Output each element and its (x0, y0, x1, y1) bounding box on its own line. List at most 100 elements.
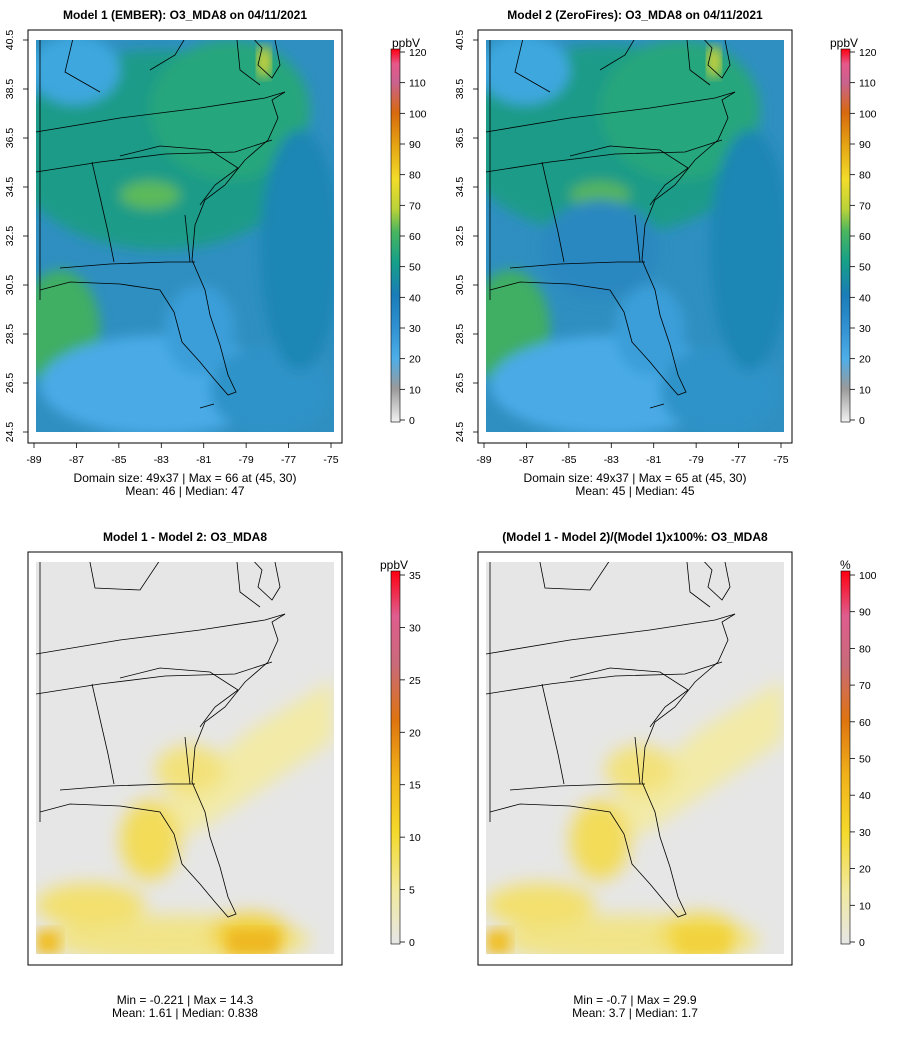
panel3-map-borders (36, 562, 286, 918)
colorbar-tick-label: 30 (409, 622, 421, 634)
panel1-x-axis: -89 -87 -85 -83 -81 -79 -77 -75 (26, 442, 339, 466)
x-tick-label: -85 (561, 454, 576, 466)
panel3-colorbar-ticks: 0 5 10 15 20 25 30 35 (400, 570, 421, 949)
panel1-colorbar (390, 48, 401, 423)
colorbar-tick-label: 40 (859, 292, 871, 304)
panel3-heatmap (36, 562, 334, 954)
panel2-title: Model 2 (ZeroFires): O3_MDA8 on 04/11/20… (507, 8, 763, 22)
y-tick-label: 40.5 (4, 30, 16, 51)
x-tick-label: -89 (476, 454, 491, 466)
panel4-range-text: Min = -0.7 | Max = 29.9 (573, 993, 697, 1007)
panel4-heatmap (486, 562, 784, 954)
colorbar-tick-label: 25 (409, 675, 421, 687)
y-tick-label: 40.5 (454, 30, 466, 51)
y-tick-label: 32.5 (4, 226, 16, 247)
panel4-stats-text: Mean: 3.7 | Median: 1.7 (572, 1006, 698, 1020)
colorbar-tick-label: 0 (859, 937, 865, 949)
colorbar-tick-label: 20 (409, 354, 421, 366)
panel-model2: Model 2 (ZeroFires): O3_MDA8 on 04/11/20… (454, 8, 877, 498)
colorbar-tick-label: 70 (859, 200, 871, 212)
colorbar-tick-label: 110 (409, 78, 426, 90)
colorbar-tick-label: 60 (409, 231, 421, 243)
panel2-map-borders (486, 40, 736, 409)
panel3-title: Model 1 - Model 2: O3_MDA8 (103, 530, 267, 544)
colorbar-tick-label: 110 (859, 78, 876, 90)
panel4-title: (Model 1 - Model 2)/(Model 1)x100%: O3_M… (502, 530, 768, 544)
y-tick-label: 26.5 (4, 373, 16, 394)
colorbar-tick-label: 5 (409, 885, 415, 897)
colorbar-tick-label: 90 (859, 139, 871, 151)
colorbar-tick-label: 30 (409, 323, 421, 335)
panel1-map-borders (36, 40, 286, 409)
panel1-title: Model 1 (EMBER): O3_MDA8 on 04/11/2021 (63, 8, 307, 22)
y-tick-label: 26.5 (454, 373, 466, 394)
colorbar-tick-label: 80 (859, 643, 871, 655)
colorbar-tick-label: 100 (409, 108, 427, 120)
x-tick-label: -85 (111, 454, 126, 466)
y-tick-label: 36.5 (4, 128, 16, 149)
x-tick-label: -77 (281, 454, 296, 466)
colorbar-tick-label: 35 (409, 570, 421, 582)
panel1-y-axis: 24.5 26.5 28.5 30.5 32.5 34.5 36.5 38.5 40.5 (4, 30, 29, 443)
colorbar-tick-label: 80 (409, 170, 421, 182)
panel1-colorbar-ticks: 0 10 20 30 40 50 60 70 80 90 100 110 120 (400, 47, 427, 427)
x-tick-label: -83 (604, 454, 619, 466)
y-tick-label: 30.5 (4, 275, 16, 296)
colorbar-tick-label: 20 (859, 864, 871, 876)
colorbar-tick-label: 40 (409, 292, 421, 304)
colorbar-tick-label: 0 (409, 937, 415, 949)
colorbar-tick-label: 90 (409, 139, 421, 151)
panel2-colorbar-unit: ppbV (830, 36, 858, 50)
y-tick-label: 28.5 (454, 324, 466, 345)
panel4-colorbar-ticks: 0 10 20 30 40 50 60 70 80 90 100 (850, 570, 877, 949)
x-tick-label: -87 (69, 454, 84, 466)
panel1-domain-text: Domain size: 49x37 | Max = 66 at (45, 30… (74, 471, 297, 485)
colorbar-tick-label: 100 (859, 108, 877, 120)
x-tick-label: -89 (26, 454, 41, 466)
colorbar-tick-label: 10 (409, 832, 421, 844)
y-tick-label: 38.5 (4, 79, 16, 100)
x-tick-label: -79 (239, 454, 254, 466)
panel2-colorbar (840, 48, 851, 423)
colorbar-tick-label: 20 (859, 354, 871, 366)
panel1-stats-text: Mean: 46 | Median: 47 (125, 484, 245, 498)
colorbar-tick-label: 15 (409, 780, 421, 792)
colorbar-tick-label: 10 (409, 384, 421, 396)
colorbar-tick-label: 120 (409, 47, 427, 59)
colorbar-tick-label: 90 (859, 607, 871, 619)
colorbar-tick-label: 30 (859, 827, 871, 839)
y-tick-label: 28.5 (4, 324, 16, 345)
y-tick-label: 24.5 (454, 422, 466, 443)
panel3-stats-text: Mean: 1.61 | Median: 0.838 (112, 1006, 258, 1020)
colorbar-tick-label: 50 (409, 262, 421, 274)
colorbar-tick-label: 120 (859, 47, 877, 59)
panel2-y-axis: 24.5 26.5 28.5 30.5 32.5 34.5 36.5 38.5 40.5 (454, 30, 479, 443)
y-tick-label: 32.5 (454, 226, 466, 247)
colorbar-tick-label: 100 (859, 570, 877, 582)
x-tick-label: -77 (731, 454, 746, 466)
colorbar-tick-label: 20 (409, 727, 421, 739)
panel2-domain-text: Domain size: 49x37 | Max = 65 at (45, 30… (524, 471, 747, 485)
y-tick-label: 36.5 (454, 128, 466, 149)
y-tick-label: 34.5 (454, 177, 466, 198)
colorbar-tick-label: 50 (859, 754, 871, 766)
panel4-colorbar-unit: % (840, 558, 851, 572)
colorbar-tick-label: 10 (859, 900, 871, 912)
colorbar-tick-label: 70 (859, 680, 871, 692)
x-tick-label: -81 (646, 454, 661, 466)
colorbar-tick-label: 0 (859, 415, 865, 427)
panel-percent-difference: (Model 1 - Model 2)/(Model 1)x100%: O3_M… (477, 530, 877, 1020)
colorbar-tick-label: 70 (409, 200, 421, 212)
x-tick-label: -83 (154, 454, 169, 466)
panel4-colorbar (840, 570, 851, 945)
y-tick-label: 24.5 (4, 422, 16, 443)
colorbar-tick-label: 80 (859, 170, 871, 182)
colorbar-tick-label: 50 (859, 262, 871, 274)
colorbar-tick-label: 30 (859, 323, 871, 335)
y-tick-label: 34.5 (4, 177, 16, 198)
panel4-map-borders (486, 562, 736, 918)
panel2-colorbar-ticks: 0 10 20 30 40 50 60 70 80 90 100 110 120 (850, 47, 877, 427)
x-tick-label: -81 (196, 454, 211, 466)
panel2-heatmap (486, 40, 784, 432)
panel-difference: Model 1 - Model 2: O3_MDA8 (27, 530, 421, 1020)
